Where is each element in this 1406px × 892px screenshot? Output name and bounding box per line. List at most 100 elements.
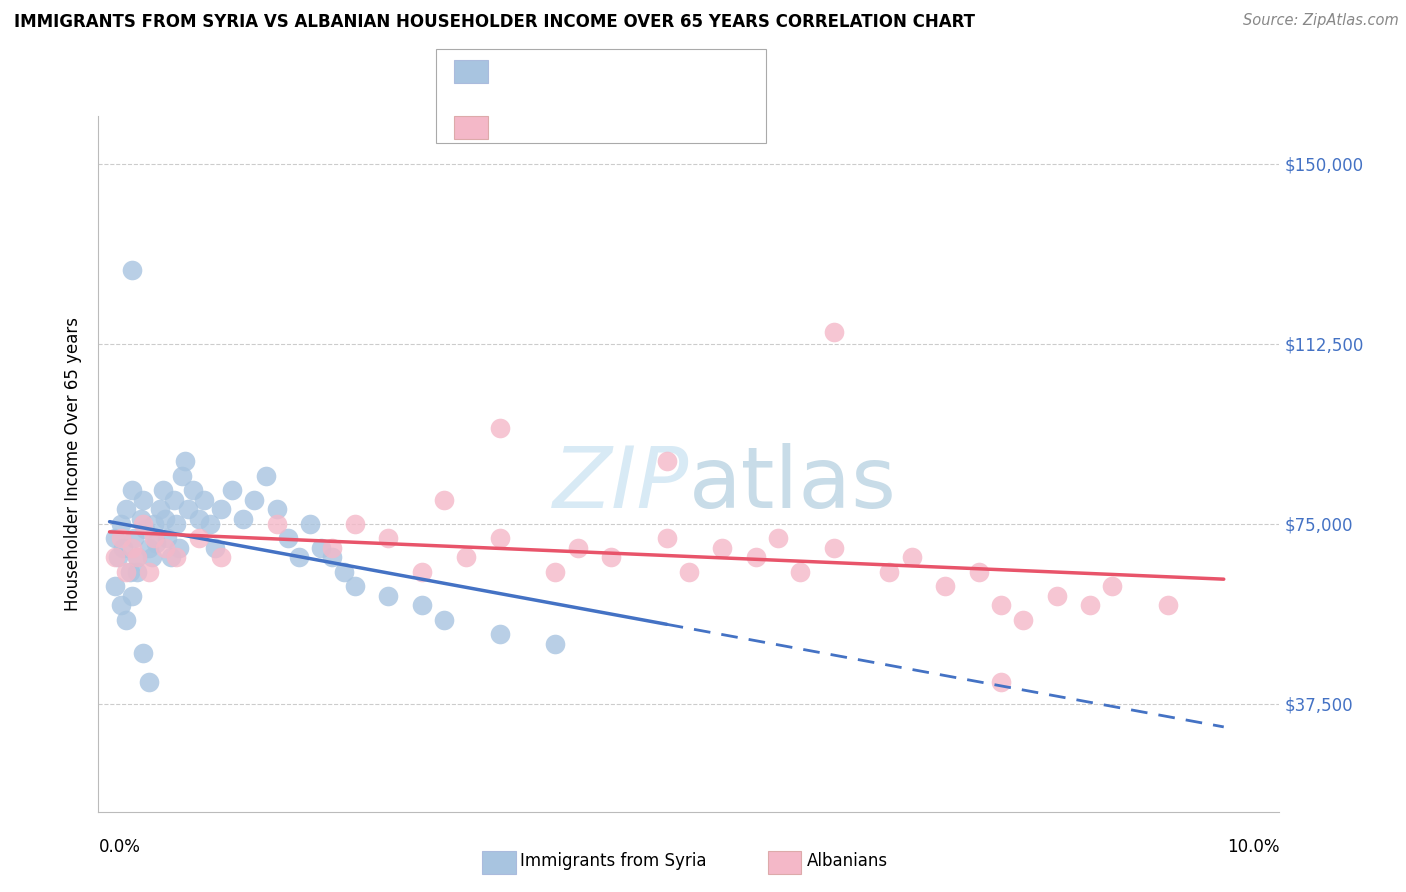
Point: [266, 516, 288, 531]
Point: [170, 468, 193, 483]
Point: [132, 516, 155, 531]
Text: R =: R =: [492, 61, 529, 78]
Point: [115, 565, 138, 579]
Text: ZIP: ZIP: [553, 443, 689, 526]
Point: [243, 492, 266, 507]
Point: [711, 541, 734, 555]
Point: [149, 502, 172, 516]
Point: [145, 536, 167, 550]
Point: [193, 492, 215, 507]
Point: [879, 565, 901, 579]
Point: [232, 512, 254, 526]
Point: [104, 579, 127, 593]
Point: [377, 589, 399, 603]
Point: [277, 531, 299, 545]
Point: [132, 646, 155, 660]
Point: [321, 550, 343, 565]
Point: [411, 599, 433, 613]
Point: [110, 531, 132, 545]
Text: atlas: atlas: [689, 443, 897, 526]
Point: [134, 522, 156, 536]
Text: N =: N =: [609, 117, 645, 135]
Point: [433, 613, 456, 627]
Point: [138, 565, 160, 579]
Point: [332, 565, 354, 579]
Point: [121, 483, 143, 498]
Point: [967, 565, 990, 579]
Point: [110, 599, 132, 613]
Point: [488, 531, 510, 545]
Point: [266, 502, 288, 516]
Text: IMMIGRANTS FROM SYRIA VS ALBANIAN HOUSEHOLDER INCOME OVER 65 YEARS CORRELATION C: IMMIGRANTS FROM SYRIA VS ALBANIAN HOUSEH…: [14, 13, 974, 31]
Point: [456, 550, 478, 565]
Point: [198, 516, 221, 531]
Point: [121, 262, 143, 277]
Point: [110, 516, 132, 531]
Text: 10.0%: 10.0%: [1227, 838, 1279, 856]
Point: [1012, 613, 1035, 627]
Point: [121, 541, 143, 555]
Y-axis label: Householder Income Over 65 years: Householder Income Over 65 years: [65, 317, 83, 611]
Point: [138, 675, 160, 690]
Point: [433, 492, 456, 507]
Point: [343, 579, 366, 593]
Point: [187, 531, 209, 545]
Point: [209, 550, 232, 565]
Point: [107, 550, 129, 565]
Point: [115, 502, 138, 516]
Point: [155, 541, 177, 555]
Point: [789, 565, 811, 579]
Text: 0.069: 0.069: [537, 117, 589, 135]
Point: [115, 613, 138, 627]
Point: [990, 675, 1012, 690]
Point: [655, 454, 678, 468]
Point: [900, 550, 922, 565]
Text: 0.0%: 0.0%: [98, 838, 141, 856]
Point: [377, 531, 399, 545]
Text: Albanians: Albanians: [807, 852, 889, 870]
Point: [254, 468, 277, 483]
Point: [204, 541, 226, 555]
Text: N =: N =: [609, 61, 645, 78]
Text: R =: R =: [492, 117, 529, 135]
Point: [209, 502, 232, 516]
Point: [343, 516, 366, 531]
Point: [141, 550, 163, 565]
Point: [745, 550, 768, 565]
Point: [934, 579, 956, 593]
Text: Source: ZipAtlas.com: Source: ZipAtlas.com: [1243, 13, 1399, 29]
Point: [121, 589, 143, 603]
Point: [678, 565, 700, 579]
Point: [174, 454, 197, 468]
Point: [990, 599, 1012, 613]
Point: [127, 550, 149, 565]
Point: [1101, 579, 1123, 593]
Point: [156, 531, 179, 545]
Point: [167, 541, 190, 555]
Point: [488, 627, 510, 641]
Point: [163, 492, 186, 507]
Text: 57: 57: [651, 61, 673, 78]
Point: [155, 512, 177, 526]
Text: -0.263: -0.263: [537, 61, 596, 78]
Point: [160, 550, 183, 565]
Point: [488, 421, 510, 435]
Point: [127, 550, 149, 565]
Point: [1046, 589, 1069, 603]
Point: [221, 483, 243, 498]
Point: [187, 512, 209, 526]
Point: [104, 531, 127, 545]
Point: [118, 565, 141, 579]
Text: Immigrants from Syria: Immigrants from Syria: [520, 852, 707, 870]
Point: [111, 541, 134, 555]
Point: [544, 565, 567, 579]
Point: [288, 550, 311, 565]
Point: [152, 483, 174, 498]
Point: [544, 637, 567, 651]
Point: [655, 531, 678, 545]
Point: [766, 531, 789, 545]
Point: [132, 492, 155, 507]
Point: [411, 565, 433, 579]
Point: [129, 512, 152, 526]
Point: [138, 541, 160, 555]
